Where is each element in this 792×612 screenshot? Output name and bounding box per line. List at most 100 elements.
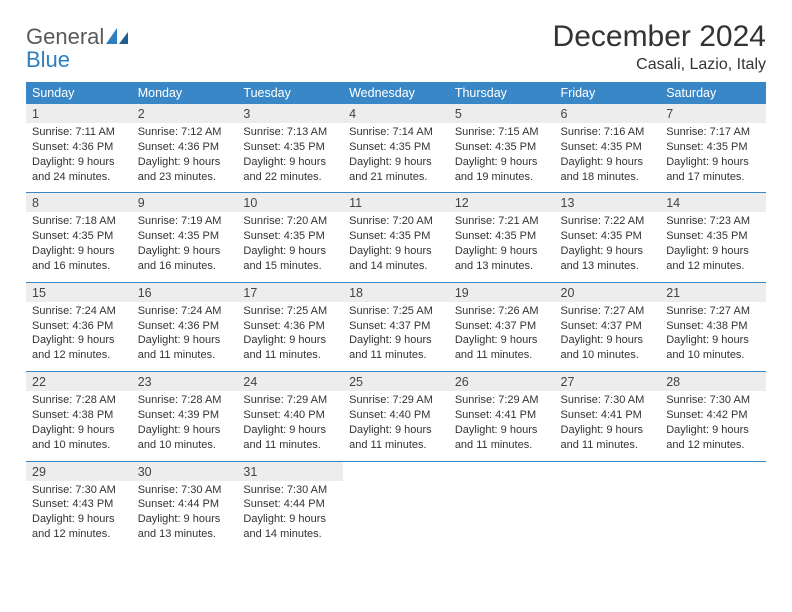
sunrise-text: Sunrise: 7:30 AM (138, 483, 232, 498)
sunset-text: Sunset: 4:40 PM (349, 408, 443, 423)
sunset-text: Sunset: 4:42 PM (666, 408, 760, 423)
daylight-text: Daylight: 9 hours and 17 minutes. (666, 155, 760, 185)
dow-tuesday: Tuesday (237, 82, 343, 104)
sunrise-text: Sunrise: 7:30 AM (561, 393, 655, 408)
day-data: Sunrise: 7:13 AMSunset: 4:35 PMDaylight:… (237, 123, 343, 192)
day-number: 23 (132, 372, 238, 391)
logo-sail-icon (106, 28, 128, 49)
sunset-text: Sunset: 4:43 PM (32, 497, 126, 512)
day-number: 8 (26, 193, 132, 212)
daylight-text: Daylight: 9 hours and 11 minutes. (243, 423, 337, 453)
sunset-text: Sunset: 4:37 PM (349, 319, 443, 334)
day-number: 17 (237, 283, 343, 302)
day-cell: 6Sunrise: 7:16 AMSunset: 4:35 PMDaylight… (555, 104, 661, 192)
day-cell: 21Sunrise: 7:27 AMSunset: 4:38 PMDayligh… (660, 283, 766, 371)
sunrise-text: Sunrise: 7:12 AM (138, 125, 232, 140)
sunset-text: Sunset: 4:35 PM (666, 229, 760, 244)
day-cell: 13Sunrise: 7:22 AMSunset: 4:35 PMDayligh… (555, 193, 661, 281)
sunrise-text: Sunrise: 7:15 AM (455, 125, 549, 140)
day-cell: 15Sunrise: 7:24 AMSunset: 4:36 PMDayligh… (26, 283, 132, 371)
daylight-text: Daylight: 9 hours and 18 minutes. (561, 155, 655, 185)
week-row: 22Sunrise: 7:28 AMSunset: 4:38 PMDayligh… (26, 372, 766, 460)
day-cell (449, 462, 555, 550)
day-cell: 14Sunrise: 7:23 AMSunset: 4:35 PMDayligh… (660, 193, 766, 281)
daylight-text: Daylight: 9 hours and 12 minutes. (666, 244, 760, 274)
day-data: Sunrise: 7:11 AMSunset: 4:36 PMDaylight:… (26, 123, 132, 192)
daylight-text: Daylight: 9 hours and 10 minutes. (138, 423, 232, 453)
sunrise-text: Sunrise: 7:19 AM (138, 214, 232, 229)
week-row: 1Sunrise: 7:11 AMSunset: 4:36 PMDaylight… (26, 104, 766, 192)
day-cell: 28Sunrise: 7:30 AMSunset: 4:42 PMDayligh… (660, 372, 766, 460)
daylight-text: Daylight: 9 hours and 23 minutes. (138, 155, 232, 185)
daylight-text: Daylight: 9 hours and 11 minutes. (243, 333, 337, 363)
daylight-text: Daylight: 9 hours and 16 minutes. (32, 244, 126, 274)
day-data: Sunrise: 7:30 AMSunset: 4:44 PMDaylight:… (237, 481, 343, 550)
day-cell: 12Sunrise: 7:21 AMSunset: 4:35 PMDayligh… (449, 193, 555, 281)
sunrise-text: Sunrise: 7:25 AM (349, 304, 443, 319)
sunrise-text: Sunrise: 7:18 AM (32, 214, 126, 229)
day-cell: 3Sunrise: 7:13 AMSunset: 4:35 PMDaylight… (237, 104, 343, 192)
title-block: December 2024 Casali, Lazio, Italy (553, 20, 766, 74)
day-number: 2 (132, 104, 238, 123)
daylight-text: Daylight: 9 hours and 12 minutes. (32, 333, 126, 363)
sunset-text: Sunset: 4:41 PM (455, 408, 549, 423)
day-data: Sunrise: 7:22 AMSunset: 4:35 PMDaylight:… (555, 212, 661, 281)
day-data: Sunrise: 7:16 AMSunset: 4:35 PMDaylight:… (555, 123, 661, 192)
day-number: 28 (660, 372, 766, 391)
sunrise-text: Sunrise: 7:13 AM (243, 125, 337, 140)
day-cell: 2Sunrise: 7:12 AMSunset: 4:36 PMDaylight… (132, 104, 238, 192)
day-cell (343, 462, 449, 550)
day-data: Sunrise: 7:29 AMSunset: 4:40 PMDaylight:… (237, 391, 343, 460)
day-cell: 29Sunrise: 7:30 AMSunset: 4:43 PMDayligh… (26, 462, 132, 550)
day-data: Sunrise: 7:28 AMSunset: 4:38 PMDaylight:… (26, 391, 132, 460)
day-cell: 1Sunrise: 7:11 AMSunset: 4:36 PMDaylight… (26, 104, 132, 192)
location-label: Casali, Lazio, Italy (553, 56, 766, 74)
sunset-text: Sunset: 4:44 PM (243, 497, 337, 512)
day-cell: 20Sunrise: 7:27 AMSunset: 4:37 PMDayligh… (555, 283, 661, 371)
day-number: 30 (132, 462, 238, 481)
sunrise-text: Sunrise: 7:28 AM (32, 393, 126, 408)
daylight-text: Daylight: 9 hours and 11 minutes. (561, 423, 655, 453)
day-data: Sunrise: 7:14 AMSunset: 4:35 PMDaylight:… (343, 123, 449, 192)
day-number: 9 (132, 193, 238, 212)
logo-text-block: General Blue (26, 26, 128, 72)
day-number: 19 (449, 283, 555, 302)
day-cell: 25Sunrise: 7:29 AMSunset: 4:40 PMDayligh… (343, 372, 449, 460)
daylight-text: Daylight: 9 hours and 21 minutes. (349, 155, 443, 185)
sunrise-text: Sunrise: 7:29 AM (455, 393, 549, 408)
day-data: Sunrise: 7:29 AMSunset: 4:40 PMDaylight:… (343, 391, 449, 460)
sunset-text: Sunset: 4:35 PM (243, 229, 337, 244)
sunrise-text: Sunrise: 7:17 AM (666, 125, 760, 140)
day-number: 1 (26, 104, 132, 123)
day-cell: 27Sunrise: 7:30 AMSunset: 4:41 PMDayligh… (555, 372, 661, 460)
sunset-text: Sunset: 4:41 PM (561, 408, 655, 423)
dow-monday: Monday (132, 82, 238, 104)
dow-row: Sunday Monday Tuesday Wednesday Thursday… (26, 82, 766, 104)
day-data: Sunrise: 7:30 AMSunset: 4:44 PMDaylight:… (132, 481, 238, 550)
sunrise-text: Sunrise: 7:22 AM (561, 214, 655, 229)
day-data: Sunrise: 7:27 AMSunset: 4:38 PMDaylight:… (660, 302, 766, 371)
week-row: 15Sunrise: 7:24 AMSunset: 4:36 PMDayligh… (26, 283, 766, 371)
sunset-text: Sunset: 4:35 PM (243, 140, 337, 155)
day-cell: 30Sunrise: 7:30 AMSunset: 4:44 PMDayligh… (132, 462, 238, 550)
dow-friday: Friday (555, 82, 661, 104)
week-row: 29Sunrise: 7:30 AMSunset: 4:43 PMDayligh… (26, 462, 766, 550)
sunset-text: Sunset: 4:35 PM (666, 140, 760, 155)
day-data: Sunrise: 7:24 AMSunset: 4:36 PMDaylight:… (132, 302, 238, 371)
day-cell: 10Sunrise: 7:20 AMSunset: 4:35 PMDayligh… (237, 193, 343, 281)
daylight-text: Daylight: 9 hours and 11 minutes. (138, 333, 232, 363)
day-number: 25 (343, 372, 449, 391)
calendar-body: 1Sunrise: 7:11 AMSunset: 4:36 PMDaylight… (26, 104, 766, 550)
daylight-text: Daylight: 9 hours and 11 minutes. (349, 423, 443, 453)
day-cell: 17Sunrise: 7:25 AMSunset: 4:36 PMDayligh… (237, 283, 343, 371)
sunset-text: Sunset: 4:36 PM (32, 319, 126, 334)
day-number: 18 (343, 283, 449, 302)
daylight-text: Daylight: 9 hours and 15 minutes. (243, 244, 337, 274)
sunrise-text: Sunrise: 7:24 AM (32, 304, 126, 319)
day-data: Sunrise: 7:25 AMSunset: 4:37 PMDaylight:… (343, 302, 449, 371)
daylight-text: Daylight: 9 hours and 13 minutes. (138, 512, 232, 542)
sunrise-text: Sunrise: 7:20 AM (243, 214, 337, 229)
daylight-text: Daylight: 9 hours and 24 minutes. (32, 155, 126, 185)
sunrise-text: Sunrise: 7:30 AM (243, 483, 337, 498)
daylight-text: Daylight: 9 hours and 14 minutes. (243, 512, 337, 542)
